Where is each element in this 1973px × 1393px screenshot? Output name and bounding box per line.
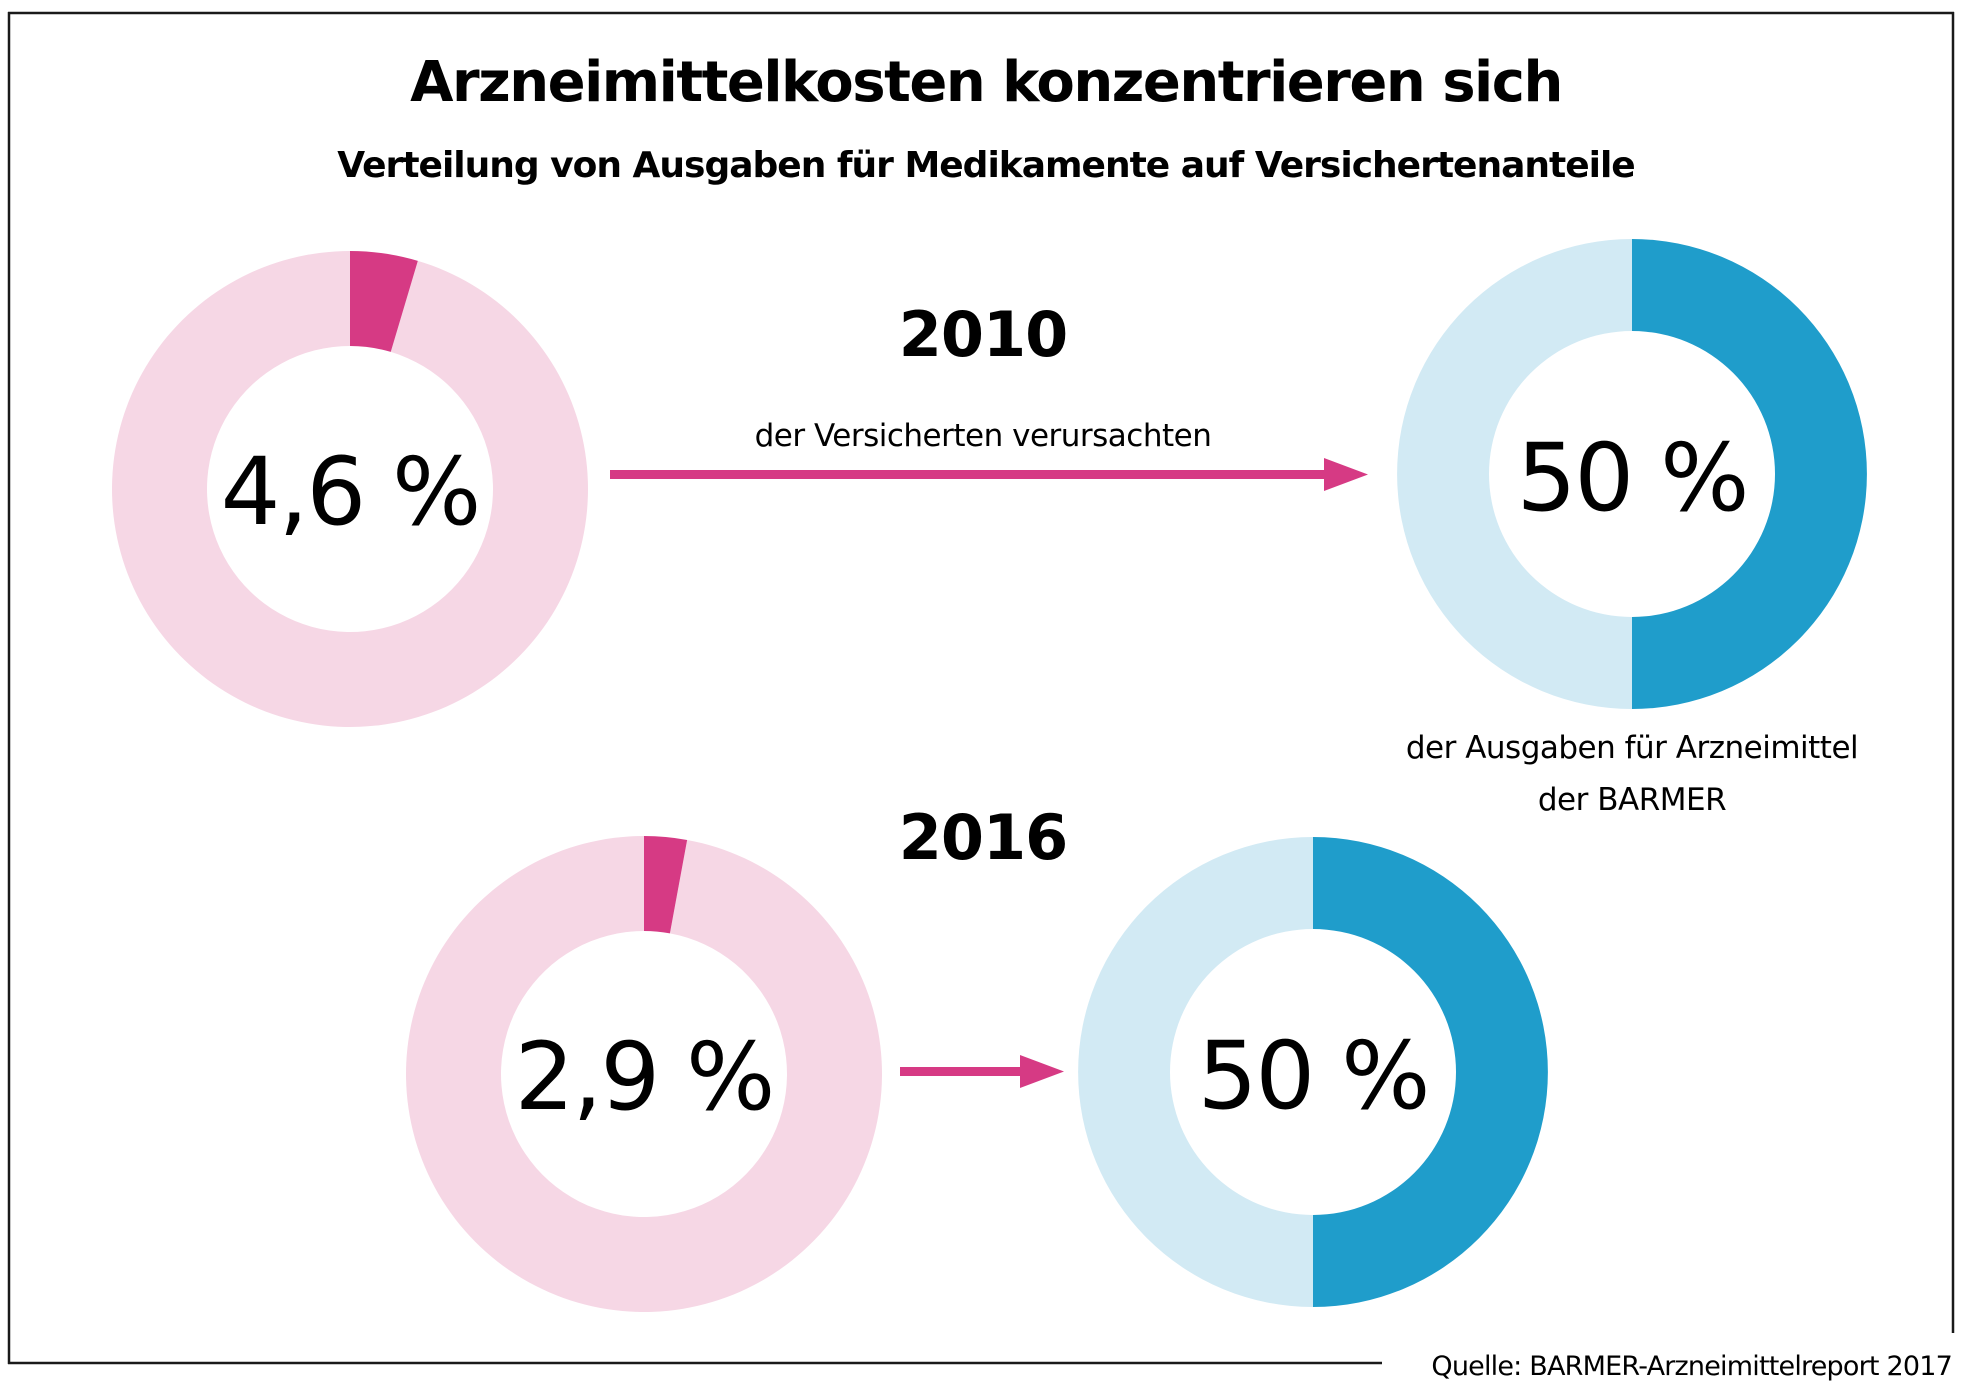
arrow-label: der Versicherten verursachten [755,418,1212,454]
insured-value-label-2016: 2,9 % [515,1023,774,1132]
year-label-2010: 2010 [899,298,1068,371]
year-group-2016: 2016 2,9 % 50 % [406,801,1548,1312]
insured-value-label-2010: 4,6 % [221,438,480,547]
insured-rest-slice-2010 [112,251,588,727]
insured-share-slice-2010 [350,251,418,352]
arrow-2016 [900,1055,1064,1088]
chart-subtitle: Verteilung von Ausgaben für Medikamente … [337,145,1634,186]
insured-donut-2016 [406,836,882,1312]
spending-rest-slice-2016 [1078,837,1313,1307]
arrow-head-2016 [1020,1055,1064,1088]
year-label-2016: 2016 [899,801,1068,874]
source-note: Quelle: BARMER-Arzneimittelreport 2017 [1431,1351,1952,1382]
arrow-shaft-2010 [610,470,1326,479]
spending-value-label-2016: 50 % [1198,1022,1429,1131]
insured-share-slice-2016 [644,836,688,934]
spending-rest-slice-2010 [1397,239,1632,709]
spending-caption-line1: der Ausgaben für Arzneimittel [1406,730,1858,766]
arrow-shaft-2016 [900,1067,1022,1076]
year-group-2010: 2010 der Versicherten verursachten 4,6 %… [112,239,1867,818]
spending-caption-line2: der BARMER [1538,782,1726,818]
arrow-2010 [610,458,1368,491]
spending-share-slice-2010 [1632,239,1867,709]
frame [7,11,1955,1365]
spending-donut-2010 [1397,239,1867,709]
spending-value-label-2010: 50 % [1517,424,1748,533]
spending-donut-2016 [1078,837,1548,1307]
insured-donut-2010 [112,251,588,727]
arrow-head-2010 [1324,458,1368,491]
spending-share-slice-2016 [1313,837,1548,1307]
chart-title: Arzneimittelkosten konzentrieren sich [410,50,1562,115]
insured-rest-slice-2016 [406,836,882,1312]
